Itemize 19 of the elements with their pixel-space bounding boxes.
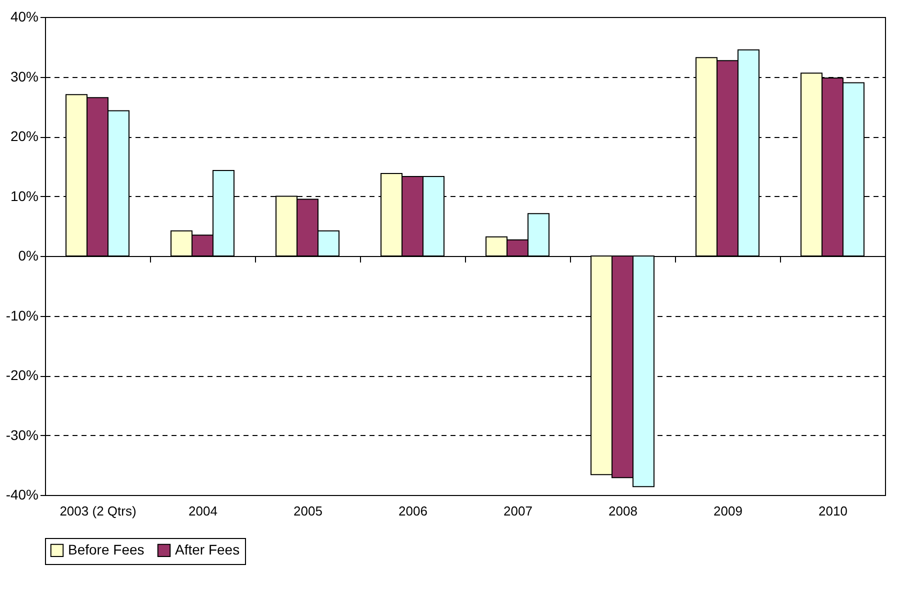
y-tick-label: 30% <box>10 68 38 84</box>
y-tick-label: -20% <box>6 367 38 383</box>
legend-label: After Fees <box>175 541 240 558</box>
x-tick-label: 2008 <box>608 504 638 518</box>
x-tick-label: 2004 <box>188 504 218 518</box>
y-tick-label: 0% <box>18 248 38 264</box>
legend-label: Before Fees <box>68 541 144 558</box>
y-tick-label: -10% <box>6 307 38 324</box>
x-tick-label: 2007 <box>504 504 532 518</box>
y-tick-label: 10% <box>10 188 38 204</box>
y-tick-label: 20% <box>10 128 38 144</box>
x-tick-label: 2006 <box>398 504 428 518</box>
y-tick-label: -30% <box>6 426 38 443</box>
y-tick-label: 40% <box>10 8 38 24</box>
x-tick-label: 2009 <box>714 504 742 518</box>
y-tick-label: -40% <box>6 486 38 502</box>
x-tick-label: 2003 (2 Qtrs) <box>60 504 136 518</box>
x-tick-label: 2010 <box>818 504 848 518</box>
x-tick-label: 2005 <box>294 504 322 518</box>
